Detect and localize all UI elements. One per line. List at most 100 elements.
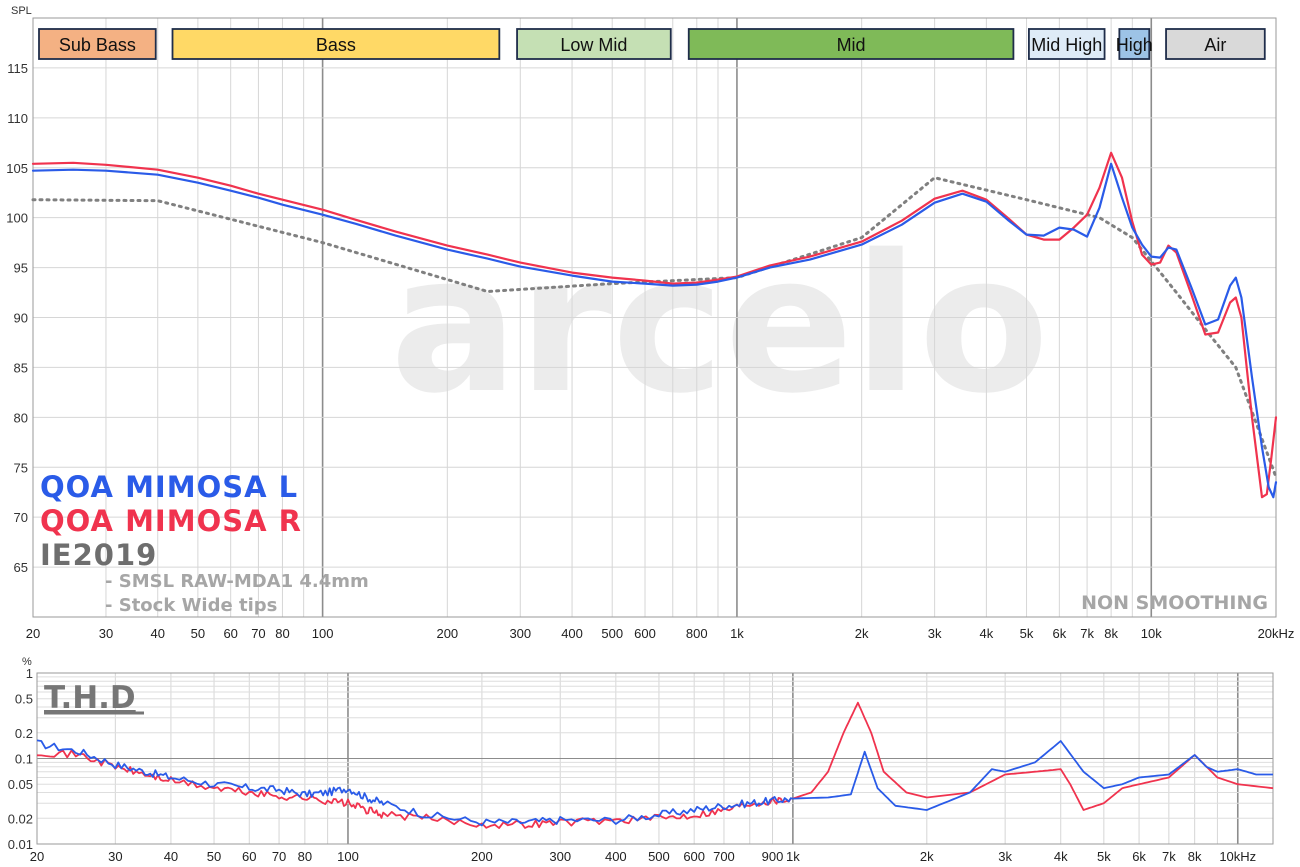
band-low-mid-box [516,28,672,60]
band-air-label: Air [1204,35,1226,55]
thd-x-tick-label: 2k [920,849,934,864]
thd-plot-frame [36,672,1274,845]
thd-x-tick-label: 300 [549,849,571,864]
band-bass-label: Bass [316,35,356,55]
band-sub-bass-label: Sub Bass [59,35,136,55]
thd-chart: 1 0.5 0.2 0.1 0.05 0.02 0.01% 20 30 40 50 60 70 80 100… [8,656,1274,864]
thd-grid [36,672,1273,845]
thd-x-tick-label: 700 [713,849,735,864]
thd-y-tick-label: 0.01 [8,837,33,852]
frequency-bands: Sub Bass Bass Low Mid Mid Mid High High Air [38,28,1266,60]
x-tick-label: 8k [1104,626,1118,641]
plot-frame [32,17,1277,618]
x-tick-label: 4k [980,626,994,641]
x-tick-label: 200 [436,626,458,641]
x-tick-label: 10k [1141,626,1162,641]
thd-x-tick-label: 20 [30,849,44,864]
x-tick-label: 400 [561,626,583,641]
legend-note-tips: - Stock Wide tips [105,595,277,616]
x-tick-label: 50 [191,626,205,641]
x-tick-label: 40 [150,626,164,641]
smoothing-label: NON SMOOTHING [1081,592,1268,614]
x-tick-label: 80 [275,626,289,641]
legend-entry-ie2019: IE2019 [40,538,157,572]
x-tick-label: 60 [223,626,237,641]
thd-x-tick-label: 3k [998,849,1012,864]
thd-x-tick-label: 1k [786,849,800,864]
thd-y-tick-label: 1 [26,666,33,681]
x-tick-label: 800 [686,626,708,641]
band-mid-high-box [1028,28,1106,60]
thd-x-tick-label: 5k [1097,849,1111,864]
y-tick-label: 105 [6,161,28,176]
thd-y-tick-label: 0.1 [15,752,33,767]
thd-y-tick-label: 0.2 [15,726,33,741]
thd-x-tick-label: 500 [648,849,670,864]
y-tick-label: 70 [14,510,28,525]
x-tick-label: 30 [99,626,113,641]
band-mid-high-label: Mid High [1031,35,1102,55]
thd-x-tick-label: 4k [1054,849,1068,864]
thd-x-tick-label: 30 [108,849,122,864]
y-tick-label: 65 [14,560,28,575]
series-line-qoa-mimosa-l [31,162,1278,499]
x-tick-label: 1k [730,626,744,641]
thd-x-tick-label: 8k [1188,849,1202,864]
band-bass-box [171,28,501,60]
grid [32,18,1277,617]
thd-x-tick-label: 60 [242,849,256,864]
thd-y-tick-label: 0.05 [8,777,33,792]
x-tick-label: 500 [601,626,623,641]
band-low-mid-label: Low Mid [560,35,627,55]
thd-x-tick-label: 900 [762,849,784,864]
y-tick-label: 115 [7,61,28,76]
x-tick-label: 300 [509,626,531,641]
thd-y-axis-label: % [22,656,32,668]
y-tick-label: 95 [14,261,28,276]
frequency-response-chart: arcelo 65 70 75 80 85 90 95 100 105 110 115 SPL 20 30 4… [6,5,1295,641]
thd-y-tick-label: 0.5 [15,692,33,707]
y-tick-label: 80 [14,410,28,425]
thd-x-tick-label: 6k [1132,849,1146,864]
thd-x-tick-label: 100 [337,849,359,864]
y-tick-label: 85 [14,360,28,375]
x-tick-label: 70 [251,626,265,641]
y-tick-label: 100 [6,211,28,226]
watermark-text: arcelo [390,214,1049,435]
band-mid-label: Mid [837,35,866,55]
x-tick-label: 7k [1080,626,1094,641]
x-tick-label: 5k [1020,626,1034,641]
thd-y-tick-label: 0.02 [8,811,33,826]
x-tick-label: 2k [855,626,869,641]
x-tick-label: 20 [26,626,40,641]
thd-x-tick-label: 40 [164,849,178,864]
y-tick-label: 75 [14,460,28,475]
x-tick-label: 3k [928,626,942,641]
thd-x-tick-label: 70 [272,849,286,864]
y-axis-label: SPL [11,5,32,17]
x-tick-label: 20kHz [1258,626,1295,641]
band-mid-box [687,28,1015,60]
thd-x-tick-label: 10kHz [1219,849,1256,864]
legend-note-amp: - SMSL RAW-MDA1 4.4mm [105,571,369,592]
band-high-label: High [1116,35,1153,55]
band-air-box [1165,28,1266,60]
y-tick-label: 110 [7,111,28,126]
x-tick-label: 600 [634,626,656,641]
thd-x-tick-label: 50 [207,849,221,864]
band-sub-bass-box [38,28,157,60]
x-tick-label: 100 [312,626,334,641]
legend-entry-qoa-mimosa-r: QOA MIMOSA R [40,504,302,538]
x-tick-label: 6k [1052,626,1066,641]
y-tick-label: 90 [14,311,28,326]
thd-x-tick-label: 400 [605,849,627,864]
thd-x-tick-label: 7k [1162,849,1176,864]
thd-x-tick-label: 80 [298,849,312,864]
thd-x-tick-label: 200 [471,849,493,864]
band-high-box [1118,28,1151,60]
thd-series-line-qoa-mimosa-l [36,739,1273,827]
thd-title: T.H.D [44,680,136,716]
series-line-qoa-mimosa-r [31,151,1278,499]
thd-x-tick-label: 600 [683,849,705,864]
legend-entry-qoa-mimosa-l: QOA MIMOSA L [40,470,298,504]
